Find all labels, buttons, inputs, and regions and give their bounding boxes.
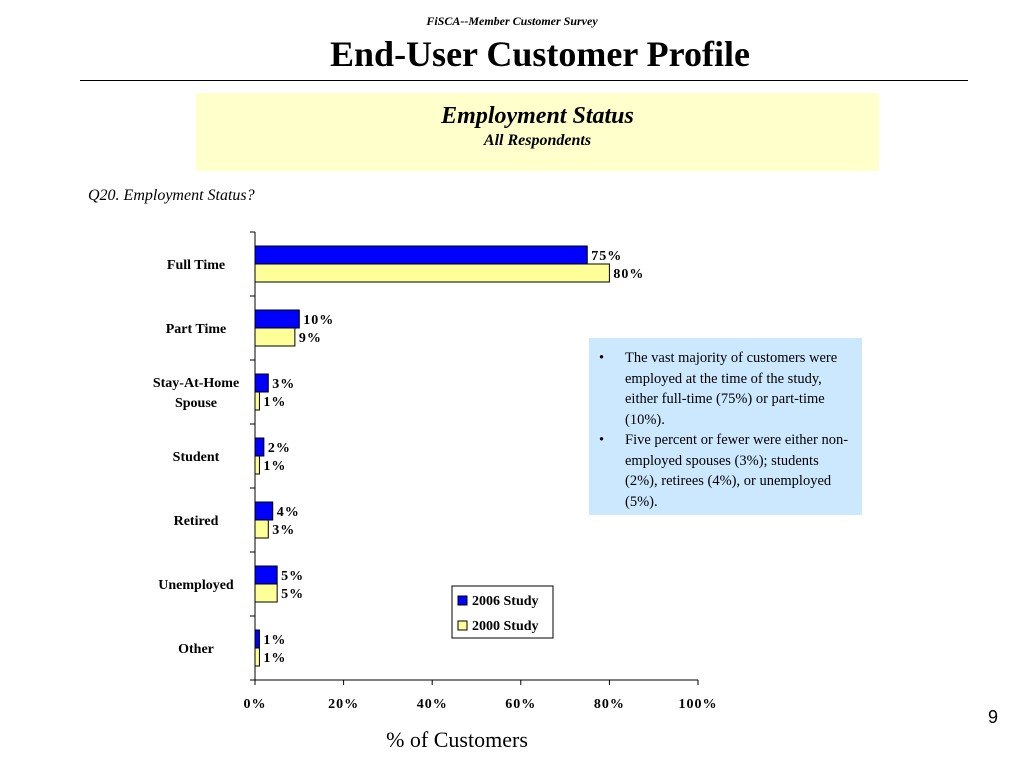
page-number: 9 xyxy=(987,707,998,727)
bar-value-label: 1% xyxy=(263,651,286,666)
bar-value-label: 1% xyxy=(263,459,286,474)
bar-value-label: 9% xyxy=(299,331,322,346)
section-banner: Employment Status All Respondents xyxy=(196,93,879,171)
bar-series-2 xyxy=(254,519,269,539)
x-tick-label: 0% xyxy=(244,697,267,712)
bar-series-1 xyxy=(254,501,274,521)
banner-subtitle: All Respondents xyxy=(483,132,592,149)
category-label: Unemployed xyxy=(158,578,234,593)
legend-label: 2006 Study xyxy=(472,594,539,609)
bar-series-2 xyxy=(254,263,610,283)
x-axis-title: % of Customers xyxy=(386,727,528,752)
page-title: End-User Customer Profile xyxy=(330,34,750,74)
x-tick-label: 100% xyxy=(679,697,718,712)
bar-value-label: 80% xyxy=(613,267,644,282)
insight-bullet-1: The vast majority of customers were empl… xyxy=(599,348,852,430)
banner-title: Employment Status xyxy=(441,103,634,129)
bar-value-label: 75% xyxy=(591,249,622,264)
bar-series-2 xyxy=(254,391,260,411)
insight-bullet-2: Five percent or fewer were either non-em… xyxy=(599,430,852,512)
category-label: Full Time xyxy=(167,258,225,273)
bar-series-1 xyxy=(254,565,278,585)
x-tick-label: 80% xyxy=(594,697,625,712)
category-label: Retired xyxy=(174,514,219,529)
bar-series-2 xyxy=(254,647,260,667)
bar-series-2 xyxy=(254,455,260,475)
bar-series-2 xyxy=(254,327,296,347)
bar-value-label: 10% xyxy=(303,313,334,328)
legend-swatch xyxy=(457,595,468,606)
x-tick-label: 20% xyxy=(328,697,359,712)
bar-value-label: 5% xyxy=(281,587,304,602)
bar-series-1 xyxy=(254,437,265,457)
bar-series-2 xyxy=(254,583,278,603)
insights-list: The vast majority of customers were empl… xyxy=(593,348,852,512)
bar-series-1 xyxy=(254,309,300,329)
bar-series-1 xyxy=(254,245,588,265)
bar-series-1 xyxy=(254,629,260,649)
x-tick-label: 40% xyxy=(417,697,448,712)
bar-value-label: 3% xyxy=(272,523,295,538)
category-label: Student xyxy=(173,450,220,465)
bar-value-label: 4% xyxy=(277,505,300,520)
bar-series-1 xyxy=(254,373,269,393)
insights-callout: The vast majority of customers were empl… xyxy=(589,338,862,515)
bar-value-label: 3% xyxy=(272,377,295,392)
title-divider xyxy=(80,80,968,81)
legend-box xyxy=(451,585,554,639)
survey-title: FiSCA--Member Customer Survey xyxy=(426,14,598,28)
category-label: Part Time xyxy=(166,322,227,337)
category-label: Other xyxy=(178,642,214,657)
question-label: Q20. Employment Status? xyxy=(88,187,255,204)
legend-swatch xyxy=(457,620,468,631)
category-label: Stay-At-Home Spouse xyxy=(153,376,239,411)
bar-value-label: 5% xyxy=(281,569,304,584)
bar-value-label: 1% xyxy=(263,395,286,410)
bar-value-label: 2% xyxy=(268,441,291,456)
legend-label: 2000 Study xyxy=(472,619,539,634)
x-tick-label: 60% xyxy=(505,697,536,712)
bar-value-label: 1% xyxy=(263,633,286,648)
